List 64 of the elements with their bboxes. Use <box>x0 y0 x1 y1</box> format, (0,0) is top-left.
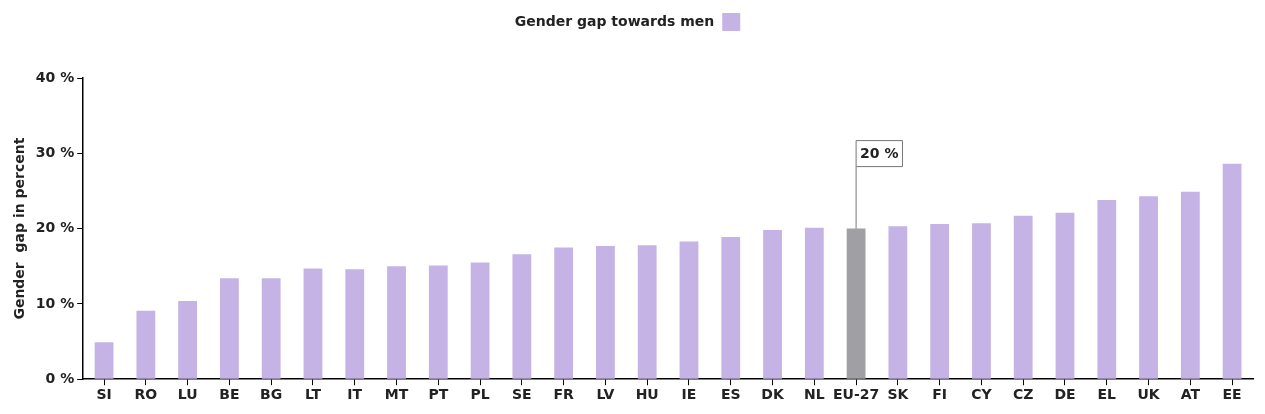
x-tick-label: AT <box>1180 386 1201 403</box>
x-tick-label: EE <box>1222 386 1242 403</box>
y-tick-label: 20 % <box>35 219 75 236</box>
bar <box>261 278 281 379</box>
x-tick-label: IE <box>681 386 697 403</box>
x-tick-label: EU-27 <box>832 386 880 403</box>
x-tick-label: LU <box>177 386 198 403</box>
x-tick-label: DK <box>761 386 785 403</box>
bar <box>637 245 657 379</box>
x-tick-label: MT <box>384 386 409 403</box>
bar <box>763 230 782 379</box>
y-tick-label: 10 % <box>35 294 75 311</box>
bar <box>554 247 574 379</box>
bar <box>1055 212 1075 379</box>
bar <box>596 245 615 379</box>
x-tick-label: SI <box>96 386 112 403</box>
bar <box>345 269 365 379</box>
x-tick-label: RO <box>134 386 158 403</box>
bar <box>930 224 950 379</box>
x-tick-label: CY <box>971 386 993 403</box>
bar <box>387 266 406 379</box>
y-tick-label: 0 % <box>45 369 75 386</box>
bar <box>846 228 866 379</box>
legend-label: Gender gap towards men <box>514 12 715 29</box>
bar <box>220 278 239 379</box>
y-axis-title: Gender gap in percent <box>11 137 28 320</box>
x-tick-label: EL <box>1097 386 1117 403</box>
x-tick-label: ES <box>720 386 741 403</box>
annotation: 20 % <box>860 145 899 162</box>
x-tick-label: NL <box>804 386 825 403</box>
x-tick-label: LT <box>304 386 322 403</box>
bar <box>972 223 991 379</box>
x-tick-label: HU <box>635 386 659 403</box>
bar <box>679 241 699 379</box>
bar <box>136 310 156 379</box>
bar <box>178 300 198 379</box>
bar <box>303 268 323 379</box>
bar <box>1139 196 1158 379</box>
bar <box>94 342 114 379</box>
bar <box>1097 199 1117 379</box>
x-tick-label: PL <box>470 386 490 403</box>
bar <box>888 226 908 379</box>
y-tick-label: 30 % <box>35 143 75 160</box>
x-tick-label: BG <box>260 386 283 403</box>
bar <box>1013 215 1033 379</box>
bar <box>1222 163 1242 379</box>
x-tick-label: CZ <box>1013 386 1034 403</box>
bar <box>428 265 448 379</box>
x-tick-label: BE <box>219 386 240 403</box>
x-tick-label: SK <box>887 386 910 403</box>
y-tick-label: 40 % <box>35 68 75 85</box>
x-tick-label: FR <box>553 386 575 403</box>
bar <box>512 254 532 379</box>
x-tick-label: PT <box>428 386 449 403</box>
bar <box>1180 191 1200 379</box>
bar <box>470 262 490 379</box>
x-tick-label: LV <box>596 386 615 403</box>
bar <box>804 227 824 379</box>
x-tick-label: SE <box>512 386 532 403</box>
x-tick-label: DE <box>1054 386 1076 403</box>
x-tick-label: UK <box>1137 386 1161 403</box>
bar <box>721 236 741 379</box>
x-tick-label: FI <box>932 386 948 403</box>
x-tick-label: IT <box>347 386 363 403</box>
